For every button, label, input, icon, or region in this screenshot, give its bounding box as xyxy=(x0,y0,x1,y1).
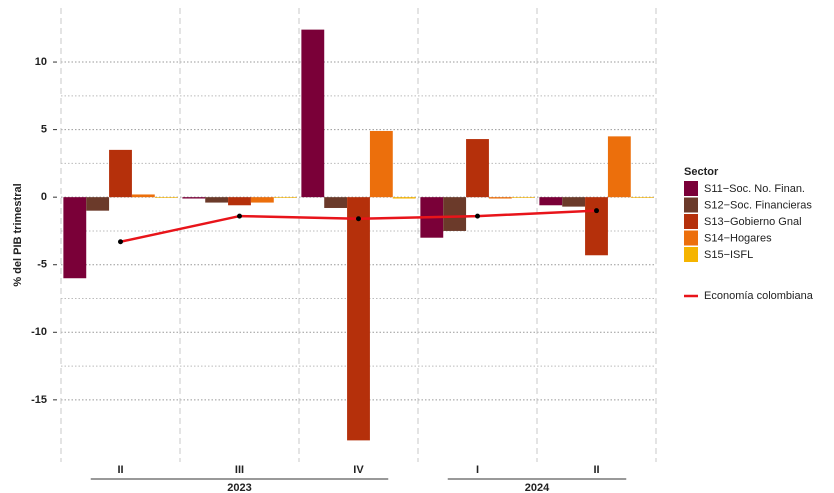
legend-label: Economía colombiana xyxy=(704,290,814,302)
legend-swatch xyxy=(684,214,698,229)
line-point xyxy=(237,213,242,219)
y-tick-label: 10 xyxy=(35,56,47,68)
y-tick-label: 5 xyxy=(41,124,47,136)
y-tick-label: -15 xyxy=(31,394,47,406)
bar xyxy=(607,136,631,198)
legend-label: S11−Soc. No. Finan. xyxy=(704,183,805,195)
legend-swatch xyxy=(684,197,698,213)
bar xyxy=(131,194,155,198)
bar xyxy=(443,197,467,231)
line-point xyxy=(594,208,599,214)
x-tick-label: III xyxy=(235,464,244,476)
y-tick-label: -5 xyxy=(37,259,47,271)
line-point xyxy=(475,213,480,219)
bar xyxy=(369,130,393,198)
bar xyxy=(301,29,325,198)
legend-title: Sector xyxy=(684,166,719,178)
y-tick-label: 0 xyxy=(41,191,47,203)
bar xyxy=(488,197,512,199)
legend-label: S12−Soc. Financieras xyxy=(704,199,812,211)
bar xyxy=(250,197,274,203)
bar xyxy=(228,197,251,206)
bar xyxy=(539,197,563,206)
legend-label: S15−ISFL xyxy=(704,249,753,261)
x-tick-label: I xyxy=(476,464,479,476)
y-axis-label: % del PIB trimestral xyxy=(12,183,24,286)
legend-label: S13−Gobierno Gnal xyxy=(704,216,802,228)
x-tick-label: IV xyxy=(353,464,364,476)
bar xyxy=(347,197,370,441)
legend-swatch xyxy=(684,181,698,196)
bar xyxy=(273,197,297,198)
bar xyxy=(466,139,489,198)
x-tick-label: II xyxy=(117,464,123,476)
bar xyxy=(182,197,206,199)
bar xyxy=(109,149,132,198)
bar xyxy=(511,197,535,198)
bar xyxy=(86,197,110,211)
legend-label: S14−Hogares xyxy=(704,232,772,244)
bar xyxy=(630,197,654,198)
legend-swatch xyxy=(684,230,698,246)
bar xyxy=(585,197,608,256)
group-label: 2023 xyxy=(227,482,251,493)
line-point xyxy=(356,216,361,222)
legend-swatch xyxy=(684,247,698,262)
bar xyxy=(154,197,178,198)
bar xyxy=(324,197,348,208)
bar xyxy=(392,197,416,199)
bar xyxy=(63,197,87,279)
bar xyxy=(562,197,586,207)
group-label: 2024 xyxy=(525,482,550,493)
x-tick-label: II xyxy=(593,464,599,476)
bar xyxy=(205,197,229,203)
y-tick-label: -10 xyxy=(31,326,47,338)
line-point xyxy=(118,239,123,245)
